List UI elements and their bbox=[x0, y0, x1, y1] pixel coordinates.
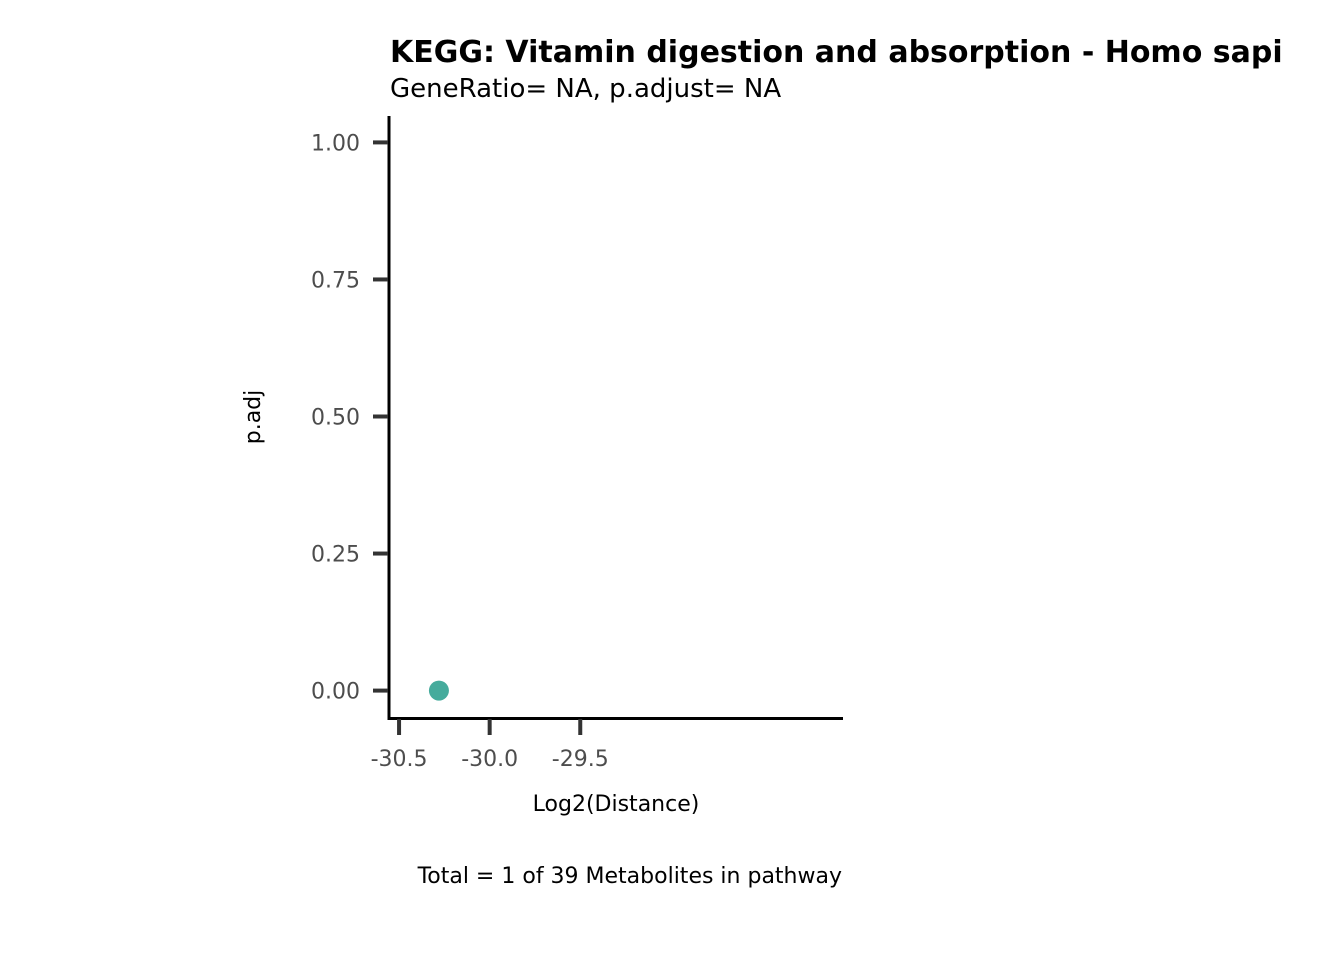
x-tick-label: -30.5 bbox=[371, 747, 428, 772]
x-axis: -30.5 -30.0 -29.5 bbox=[371, 717, 843, 772]
y-tick-label: 0.00 bbox=[311, 680, 360, 705]
y-tick-label: 0.25 bbox=[311, 543, 360, 568]
y-tick-label: 1.00 bbox=[311, 131, 360, 156]
y-tick-label: 0.50 bbox=[311, 406, 360, 431]
chart-title: KEGG: Vitamin digestion and absorption -… bbox=[390, 35, 1283, 70]
y-tick-label: 0.75 bbox=[311, 268, 360, 293]
y-axis-title: p.adj bbox=[241, 390, 266, 445]
chart-caption: Total = 1 of 39 Metabolites in pathway bbox=[417, 864, 842, 889]
data-point bbox=[428, 680, 449, 701]
x-tick-label: -29.5 bbox=[552, 747, 609, 772]
data-points bbox=[428, 680, 449, 701]
x-axis-title: Log2(Distance) bbox=[533, 792, 700, 817]
chart-subtitle: GeneRatio= NA, p.adjust= NA bbox=[390, 74, 781, 104]
x-tick-label: -30.0 bbox=[461, 747, 518, 772]
y-axis: 0.00 0.25 0.50 0.75 1.00 bbox=[311, 116, 391, 720]
